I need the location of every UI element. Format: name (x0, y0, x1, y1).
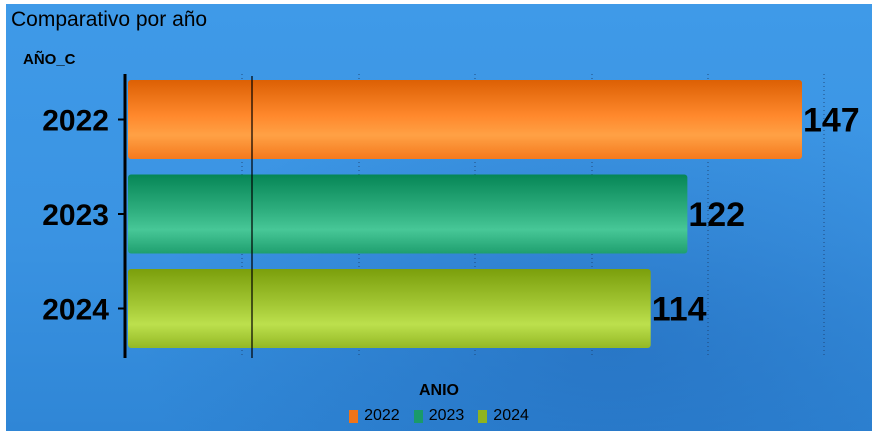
y-tick-label-2022: 2022 (42, 105, 109, 138)
legend-label: 2022 (364, 407, 400, 424)
bar-2024[interactable] (128, 269, 651, 348)
y-tick-label-2023: 2023 (42, 199, 109, 232)
y-axis-title: AÑO_C (23, 51, 76, 68)
legend-swatch (413, 409, 423, 423)
bar-chart: 147 122 114 2022 2023 2024 (42, 74, 860, 358)
data-label-2024: 114 (652, 291, 707, 329)
chart-panel: Comparativo por año AÑO_C 147 122 114 2022… (6, 4, 872, 431)
legend-item-2024[interactable]: 2024 (478, 407, 529, 425)
data-label-2023: 122 (688, 196, 745, 234)
legend-label: 2024 (493, 407, 529, 424)
y-tick-label-2024: 2024 (42, 294, 109, 327)
legend-item-2022[interactable]: 2022 (349, 407, 400, 425)
legend-title: ANIO (419, 382, 459, 399)
legend: 2022 2023 2024 (6, 407, 872, 425)
bar-2023[interactable] (128, 174, 688, 254)
y-axis: 2022 2023 2024 (42, 74, 253, 358)
data-label-2022: 147 (803, 102, 860, 140)
bars: 147 122 114 (128, 80, 860, 348)
legend-swatch (349, 409, 359, 423)
legend-label: 2023 (428, 407, 465, 424)
bar-2022[interactable] (128, 80, 802, 159)
legend-item-2023[interactable]: 2023 (413, 407, 465, 425)
legend-swatch (478, 409, 488, 423)
chart-title: Comparativo por año (11, 8, 208, 31)
